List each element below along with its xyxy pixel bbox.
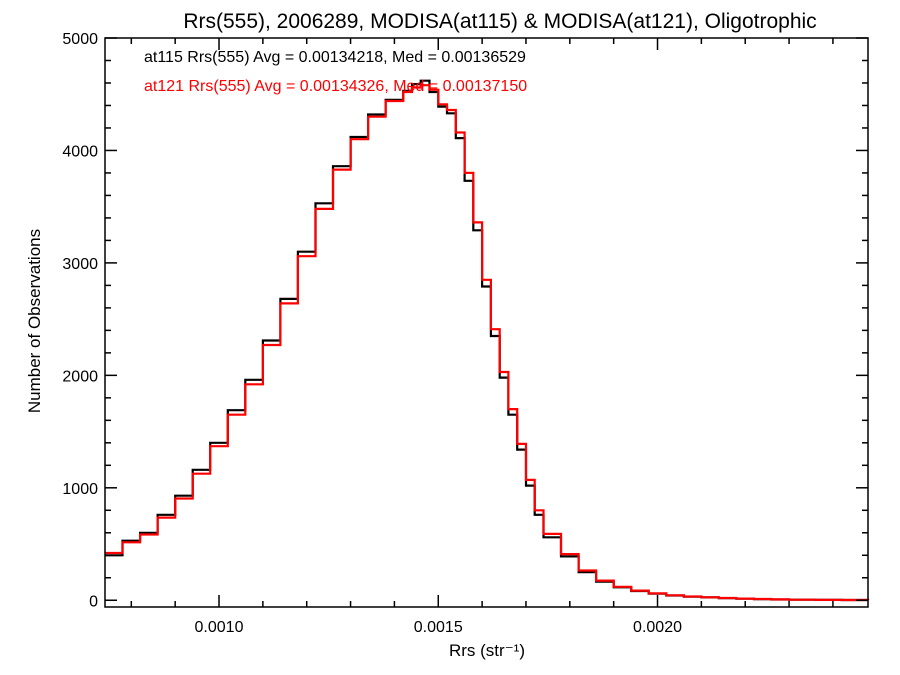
y-axis-label: Number of Observations <box>25 229 44 413</box>
y-tick-label: 3000 <box>62 256 98 273</box>
chart-title: Rrs(555), 2006289, MODISA(at115) & MODIS… <box>183 10 816 33</box>
series-line-at115 <box>105 79 870 602</box>
y-tick-label: 1000 <box>62 481 98 498</box>
x-axis-label: Rrs (str⁻¹) <box>449 641 525 660</box>
plot-frame <box>104 37 869 608</box>
series-line-at121 <box>105 84 870 602</box>
y-tick-label: 4000 <box>62 143 98 160</box>
y-tick-label: 5000 <box>62 31 98 48</box>
x-tick-label: 0.0010 <box>195 619 244 636</box>
y-tick-label: 2000 <box>62 368 98 385</box>
axis-tick-labels: 0 1000 2000 3000 4000 5000 0.0010 0.0015 0.0020 <box>62 31 682 636</box>
legend-entry-at121: at121 Rrs(555) Avg = 0.00134326, Med = 0… <box>144 78 527 95</box>
series-layer <box>105 79 870 602</box>
y-tick-label: 0 <box>89 593 98 610</box>
x-tick-label: 0.0015 <box>414 619 463 636</box>
x-tick-label: 0.0020 <box>633 619 682 636</box>
axis-ticks <box>105 37 868 607</box>
legend-entry-at115: at115 Rrs(555) Avg = 0.00134218, Med = 0… <box>144 49 526 66</box>
